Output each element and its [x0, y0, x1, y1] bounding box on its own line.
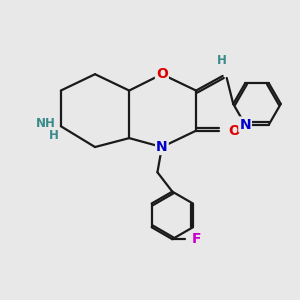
- Text: N: N: [239, 118, 251, 131]
- Text: N: N: [156, 140, 168, 154]
- Text: H: H: [216, 54, 226, 67]
- Text: F: F: [192, 232, 201, 246]
- Text: H: H: [50, 129, 59, 142]
- Text: O: O: [156, 67, 168, 81]
- Text: NH: NH: [36, 117, 56, 130]
- Text: O: O: [228, 124, 240, 138]
